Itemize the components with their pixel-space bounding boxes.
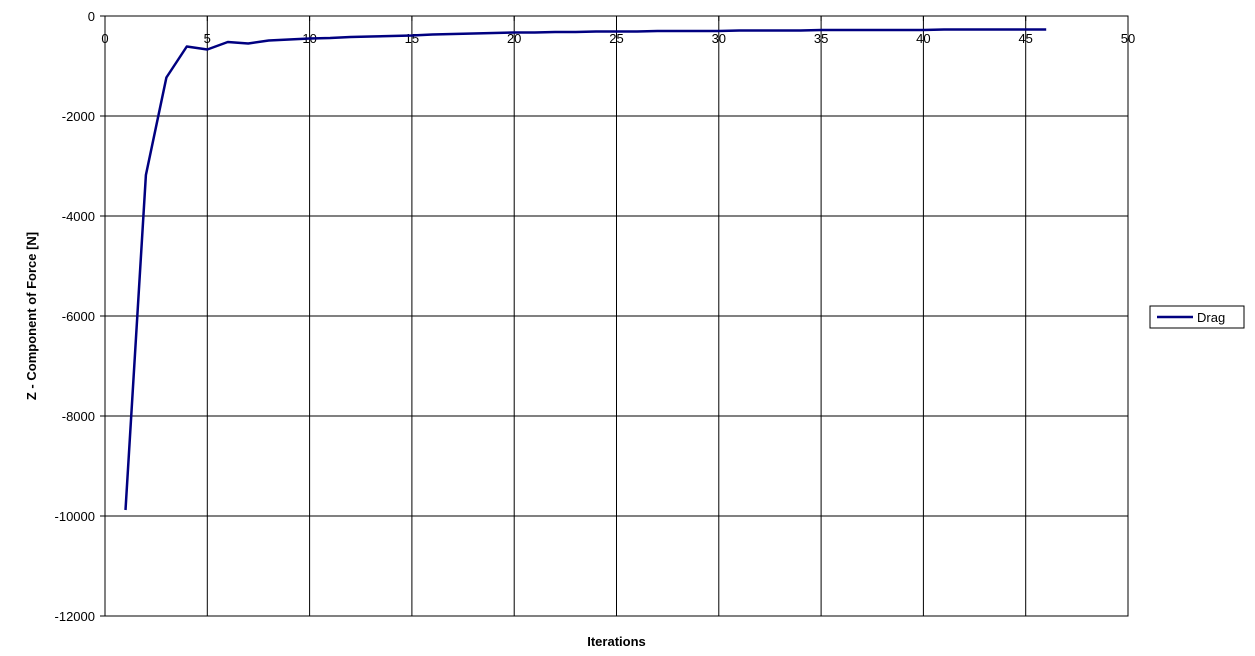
x-tick-label: 0 [101, 31, 108, 46]
x-axis-title: Iterations [587, 634, 646, 649]
grid-lines [104, 15, 1129, 617]
y-tick-label: 0 [88, 9, 95, 24]
y-tick-label: -8000 [62, 409, 95, 424]
legend-box [1149, 305, 1245, 329]
x-tick-label: 50 [1121, 31, 1135, 46]
y-axis-ticks: 0 -2000 -4000 -6000 -8000 -10000 -12000 [55, 9, 105, 624]
x-tick-label: 30 [712, 31, 726, 46]
x-tick-label: 20 [507, 31, 521, 46]
x-tick-label: 15 [405, 31, 419, 46]
y-tick-label: -6000 [62, 309, 95, 324]
x-tick-label: 40 [916, 31, 930, 46]
y-tick-label: -4000 [62, 209, 95, 224]
y-tick-label: -10000 [55, 509, 95, 524]
x-tick-label: 45 [1018, 31, 1032, 46]
x-tick-label: 5 [204, 31, 211, 46]
series-line-drag [124, 28, 1047, 511]
x-tick-label: 25 [609, 31, 623, 46]
y-tick-label: -12000 [55, 609, 95, 624]
y-axis-title: Z - Component of Force [N] [24, 232, 39, 400]
y-tick-label: -2000 [62, 109, 95, 124]
legend-label-drag: Drag [1197, 310, 1225, 325]
legend: Drag [1149, 305, 1245, 329]
x-tick-label: 35 [814, 31, 828, 46]
